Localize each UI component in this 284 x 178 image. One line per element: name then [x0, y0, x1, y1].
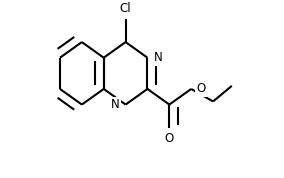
Text: N: N — [110, 98, 119, 111]
Text: O: O — [197, 82, 206, 95]
Text: Cl: Cl — [120, 2, 131, 15]
Text: O: O — [165, 132, 174, 145]
Text: N: N — [154, 51, 162, 64]
